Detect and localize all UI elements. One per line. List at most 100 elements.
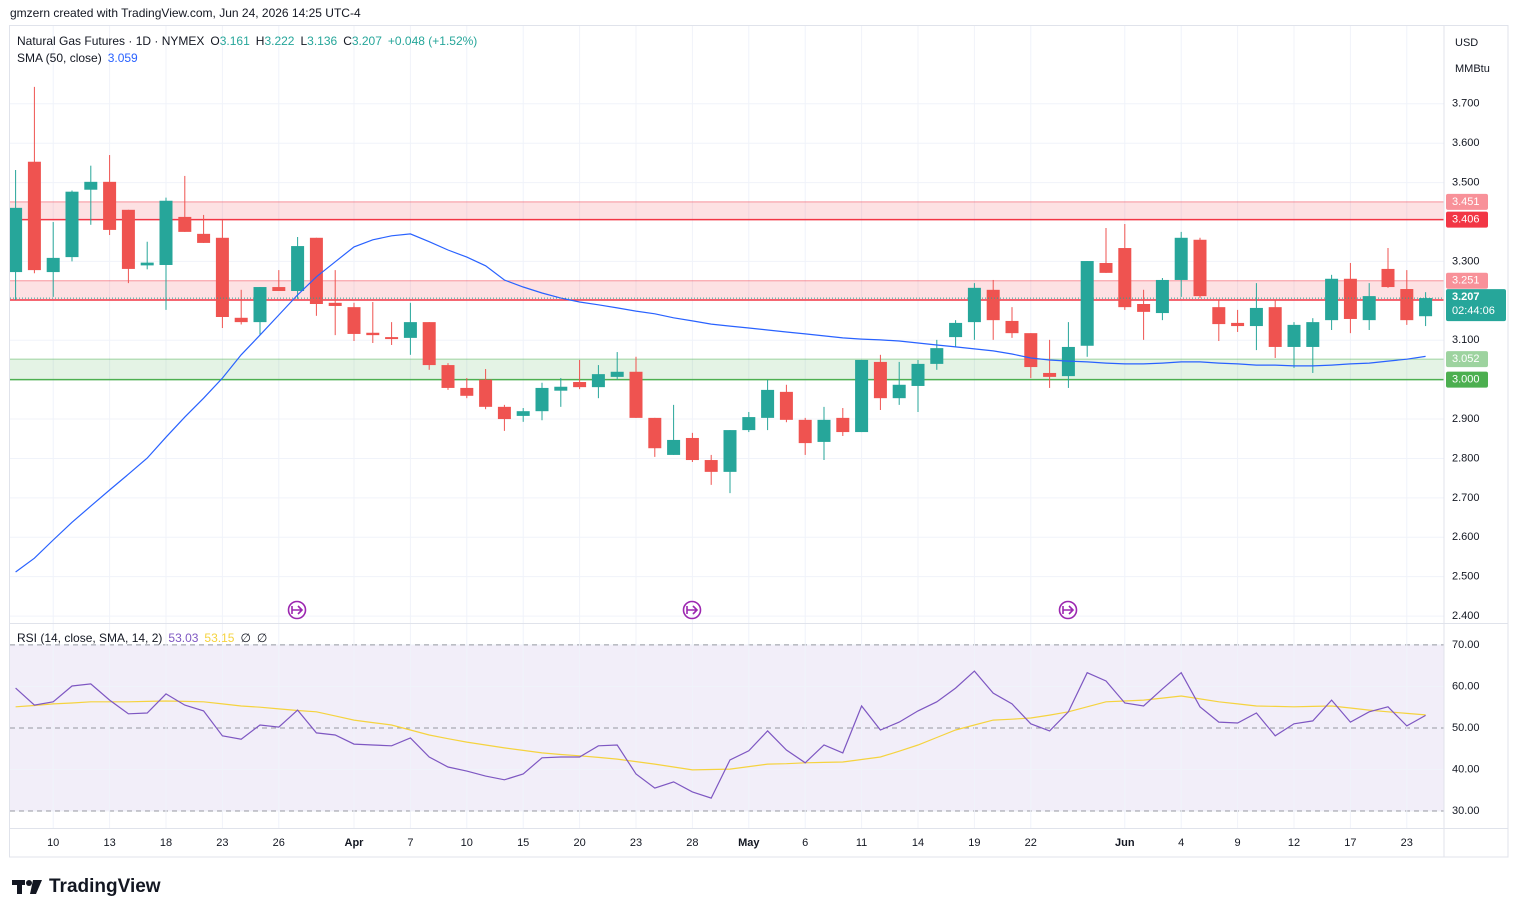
zone-price-tag [1446, 351, 1488, 368]
x-tick-label: 10 [47, 837, 59, 849]
candle-body [460, 387, 474, 396]
candle-body [1005, 320, 1019, 334]
x-tick-label: Apr [345, 837, 365, 849]
candle-body [347, 307, 361, 334]
rsi-legend-part: 53.15 [204, 631, 234, 645]
frame [9, 25, 1509, 858]
x-tick-label: May [738, 837, 760, 849]
x-tick-label: 14 [912, 837, 924, 849]
sma-legend-part: 3.059 [108, 51, 138, 65]
candle-body [967, 287, 981, 323]
x-tick-label: 13 [103, 837, 115, 849]
legend-part: 3.136 [307, 34, 337, 48]
candle-body [836, 417, 850, 433]
candle-body [328, 302, 342, 306]
legend-part: O [210, 34, 219, 48]
unit-label: MMBtu [1455, 63, 1490, 75]
candle-body [1306, 322, 1320, 347]
legend-part: H [256, 34, 265, 48]
event-markers [287, 600, 1078, 620]
x-tick-label: 18 [160, 837, 172, 849]
candle-body [1118, 248, 1132, 308]
rsi-tick-label: 40.00 [1452, 763, 1480, 775]
zone-price-tag [1446, 211, 1488, 228]
candle-body [497, 406, 511, 420]
countdown: 02:44:06 [1452, 305, 1495, 317]
candle-body [1325, 278, 1339, 321]
y-tick-label: 3.700 [1452, 98, 1480, 110]
x-tick-label: 4 [1178, 837, 1184, 849]
x-tick-label: 23 [630, 837, 642, 849]
candle-body [949, 322, 963, 338]
candle-body [986, 289, 1000, 321]
zone-price-label: 3.451 [1452, 196, 1480, 208]
rsi-legend-part: 53.03 [168, 631, 198, 645]
zone-price-label: 3.406 [1452, 214, 1480, 226]
y-tick-label: 2.500 [1452, 571, 1480, 583]
candle-body [84, 181, 98, 190]
candle-body [1080, 261, 1094, 346]
y-tick-label: 3.500 [1452, 177, 1480, 189]
candle-body [855, 359, 869, 433]
candle-body [46, 257, 60, 273]
zone-price-tag [1446, 272, 1488, 289]
candle-body [1137, 303, 1151, 312]
candle-body [1155, 279, 1169, 314]
y-tick-label: 2.600 [1452, 531, 1480, 543]
candle-body [1174, 237, 1188, 280]
candle-body [65, 191, 79, 258]
candle-body [1043, 372, 1057, 377]
attribution: gmzern created with TradingView.com, Jun… [10, 6, 361, 20]
candle-body [1193, 239, 1207, 297]
x-tick-label: 20 [573, 837, 585, 849]
rsi-sma-line [15, 695, 1426, 771]
x-tick-label: 19 [968, 837, 980, 849]
candle-body [742, 417, 756, 431]
x-tick-label: 10 [461, 837, 473, 849]
candle-body [1419, 298, 1433, 317]
brand: TradingView [49, 876, 161, 897]
x-tick-label: 28 [686, 837, 698, 849]
candle-body [403, 322, 417, 338]
candle-body [366, 332, 380, 336]
sma-legend: SMA (50, close) 3.059 [17, 51, 138, 65]
zone-price-tag [1446, 371, 1488, 388]
legend-part: 3.222 [264, 34, 294, 48]
rsi-legend-part: RSI (14, close, SMA, 14, 2) [17, 631, 162, 645]
x-tick-label: 26 [273, 837, 285, 849]
rsi-legend: RSI (14, close, SMA, 14, 2) 53.03 53.15 ∅ ∅ [17, 631, 267, 645]
x-tick-label: 22 [1025, 837, 1037, 849]
candle-body [610, 371, 624, 377]
candle-body [554, 386, 568, 391]
sma-legend-part: SMA (50, close) [17, 51, 102, 65]
candle-body [253, 287, 267, 323]
candle-body [121, 209, 135, 269]
candle-body [516, 411, 530, 416]
sma-line [15, 233, 1426, 573]
candle-body [27, 161, 41, 271]
rsi-tick-label: 60.00 [1452, 680, 1480, 692]
y-tick-label: 2.700 [1452, 492, 1480, 504]
x-tick-label: 15 [517, 837, 529, 849]
unit-label: USD [1455, 37, 1478, 49]
legend-part: 3.207 [352, 34, 382, 48]
rsi-tick-label: 30.00 [1452, 805, 1480, 817]
candle-body [1231, 322, 1245, 327]
candle-body [1268, 307, 1282, 347]
candle-body [1362, 296, 1376, 321]
y-tick-label: 3.600 [1452, 137, 1480, 149]
candle-body [723, 430, 737, 472]
candle-body [272, 287, 286, 291]
rsi-tick-label: 50.00 [1452, 722, 1480, 734]
candle-body [1249, 307, 1263, 327]
candle-body [591, 374, 605, 388]
last-price-label: 3.207 [1452, 291, 1480, 303]
x-tick-label: 23 [216, 837, 228, 849]
candle-body [629, 371, 643, 418]
x-tick-label: 23 [1401, 837, 1413, 849]
candle-body [573, 382, 587, 388]
rsi-line [15, 670, 1426, 799]
candle-body [1212, 307, 1226, 325]
brand-logo [12, 880, 42, 894]
